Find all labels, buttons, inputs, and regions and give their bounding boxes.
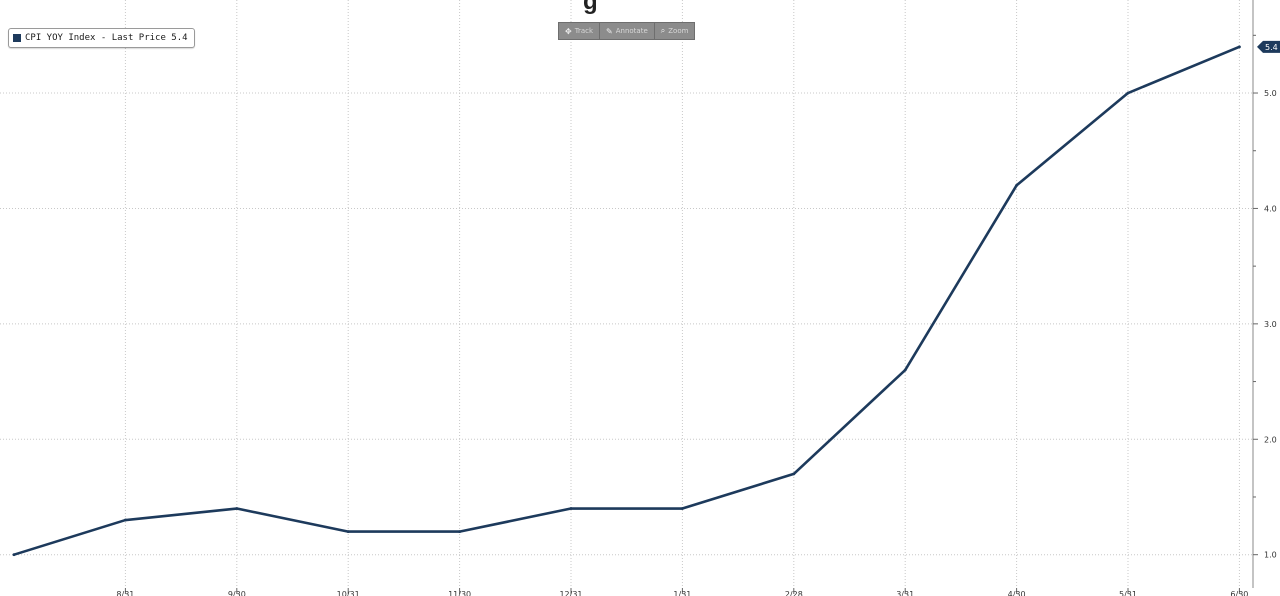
data-point (12, 553, 16, 557)
data-point (792, 472, 796, 476)
track-button[interactable]: ✥ Track (559, 23, 601, 39)
legend[interactable]: CPI YOY Index - Last Price 5.4 (8, 28, 195, 48)
data-point (458, 530, 461, 534)
x-tick-label: 12/31 (559, 590, 582, 596)
data-point (569, 507, 573, 510)
chart-toolbar: ✥ Track ✎ Annotate ⌕ Zoom (558, 22, 696, 40)
pencil-icon: ✎ (606, 26, 613, 36)
move-icon: ✥ (565, 26, 572, 36)
data-point (235, 507, 239, 510)
data-point (124, 518, 127, 522)
x-tick-label: 3/31 (896, 590, 914, 596)
data-point (903, 368, 907, 372)
series-line-cpi-yoy (12, 45, 1241, 556)
x-tick-label: 9/30 (228, 590, 246, 596)
x-tick-label: 4/30 (1008, 590, 1026, 596)
cropped-title-fragment: g (583, 0, 598, 15)
y-tick-label: 2.0 (1264, 435, 1277, 444)
x-tick-label: 8/31 (116, 590, 134, 596)
last-value-label: 5.4 (1265, 43, 1278, 52)
data-point (1126, 91, 1130, 95)
y-tick-label: 3.0 (1264, 320, 1277, 329)
annotate-label: Annotate (615, 27, 648, 35)
x-tick-label: 11/30 (448, 590, 471, 596)
data-point (681, 507, 684, 510)
annotate-button[interactable]: ✎ Annotate (600, 23, 655, 39)
x-tick-label: 5/31 (1119, 590, 1137, 596)
y-tick-label: 4.0 (1264, 204, 1277, 213)
legend-label: CPI YOY Index - Last Price 5.4 (25, 33, 188, 43)
legend-swatch (13, 34, 21, 42)
x-tick-label: 10/31 (337, 590, 360, 596)
data-point (1238, 45, 1241, 49)
x-tick-label: 6/30 (1230, 590, 1248, 596)
y-tick-label: 5.0 (1264, 89, 1277, 98)
zoom-label: Zoom (668, 27, 689, 35)
magnifier-icon: ⌕ (660, 26, 666, 35)
y-tick-label: 1.0 (1264, 551, 1277, 560)
zoom-button[interactable]: ⌕ Zoom (655, 23, 695, 39)
x-tick-label: 2/28 (785, 590, 803, 596)
data-point (346, 530, 350, 534)
last-value-tag (1257, 40, 1280, 53)
track-label: Track (574, 27, 594, 35)
x-tick-label: 1/31 (673, 590, 691, 596)
data-point (1015, 183, 1018, 187)
